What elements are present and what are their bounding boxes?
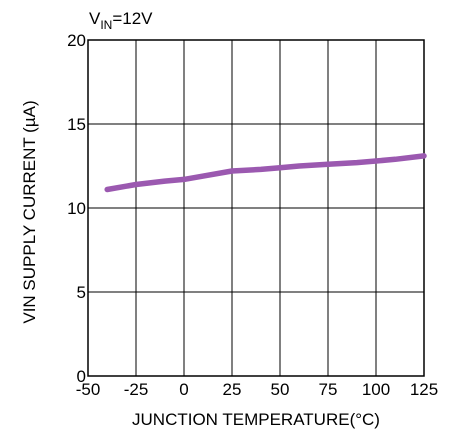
x-tick-label-1: -25	[124, 380, 149, 399]
x-tick-label-0: -50	[76, 380, 101, 399]
y-tick-label-4: 20	[67, 31, 86, 50]
x-tick-labels: -50 -25 0 25 50 75 100 125	[76, 380, 438, 399]
series-line-0	[104, 153, 427, 193]
series-layer	[104, 153, 427, 193]
x-tick-label-5: 75	[319, 380, 338, 399]
annotation-subscript: IN	[100, 18, 112, 32]
annotation-main: V	[89, 9, 101, 28]
x-tick-label-2: 0	[179, 380, 188, 399]
annotation-suffix: =12V	[112, 9, 153, 28]
condition-annotation: VIN=12V	[89, 9, 153, 32]
plot-frame	[87, 39, 425, 377]
y-tick-label-1: 5	[77, 283, 86, 302]
horizontal-gridlines	[88, 39, 424, 377]
y-tick-labels: 0 5 10 15 20	[67, 31, 86, 386]
y-tick-label-2: 10	[67, 199, 86, 218]
y-axis-title: VIN SUPPLY CURRENT (µA)	[20, 100, 39, 323]
x-tick-label-6: 100	[362, 380, 390, 399]
y-tick-label-3: 15	[67, 115, 86, 134]
x-tick-label-7: 125	[410, 380, 438, 399]
x-tick-label-4: 50	[271, 380, 290, 399]
x-tick-label-3: 25	[223, 380, 242, 399]
y-tick-label-0: 0	[77, 367, 86, 386]
x-axis-title: JUNCTION TEMPERATURE(°C)	[132, 410, 380, 429]
